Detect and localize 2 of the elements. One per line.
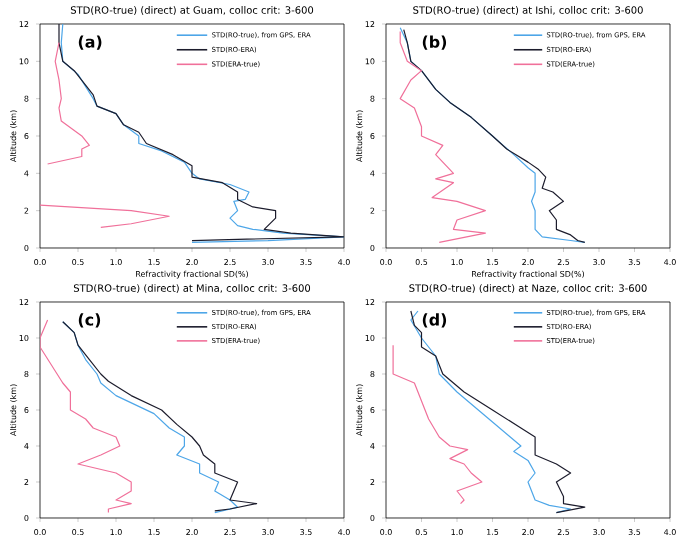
line-series [399, 30, 487, 243]
line-series [392, 344, 483, 505]
